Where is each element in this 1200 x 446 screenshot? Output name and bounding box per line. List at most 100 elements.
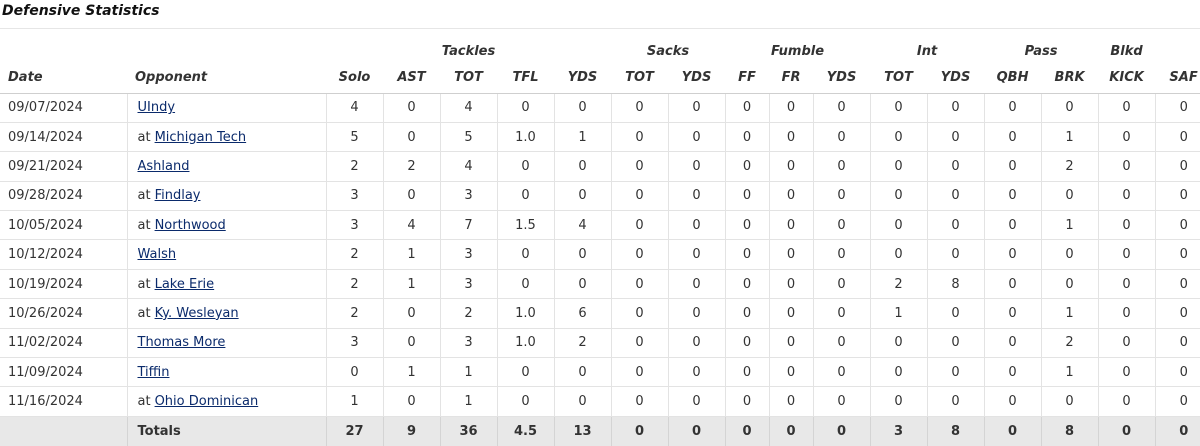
group-spacer-end: [1155, 29, 1200, 62]
total-int-yds: 8: [926, 416, 985, 446]
totals-row: Totals 27 9 36 4.5 13 0 0 0 0 0 3 8 0 8 0 0: [0, 416, 1200, 446]
opponent-link[interactable]: Michigan Tech: [154, 129, 247, 145]
cell-int-yds: 8: [926, 269, 985, 300]
cell-ast: 1: [382, 239, 440, 270]
header-tackles-yds[interactable]: YDS: [554, 62, 612, 94]
cell-fumble-yds: 0: [812, 328, 871, 359]
cell-tackles-yds: 1: [553, 122, 612, 153]
cell-fr: 0: [768, 239, 814, 270]
away-prefix: at: [137, 394, 151, 410]
cell-fr: 0: [768, 181, 814, 212]
opponent-link[interactable]: UIndy: [137, 100, 176, 116]
cell-ff: 0: [724, 151, 770, 182]
cell-fr: 0: [768, 357, 814, 388]
totals-spacer: [0, 416, 127, 446]
cell-int-tot: 0: [869, 151, 928, 182]
cell-date: 11/09/2024: [0, 357, 127, 388]
cell-solo: 3: [325, 210, 383, 241]
cell-tackles-yds: 0: [553, 93, 612, 123]
cell-tfl: 0: [496, 151, 554, 182]
opponent-link[interactable]: Northwood: [154, 217, 226, 233]
cell-ff: 0: [724, 357, 770, 388]
opponent-link[interactable]: Tiffin: [137, 364, 170, 380]
cell-int-tot: 0: [869, 181, 928, 212]
cell-ast: 0: [382, 386, 440, 417]
cell-brk: 2: [1040, 328, 1099, 359]
table-row: 11/09/2024 Tiffin 0 1 1 0 0 0 0 0 0 0 0 0 0 1 0 0: [0, 357, 1200, 388]
cell-tackles-yds: 6: [553, 298, 612, 329]
cell-saf: 0: [1154, 386, 1200, 417]
cell-tackles-yds: 0: [553, 151, 612, 182]
cell-tackles-tot: 5: [439, 122, 497, 153]
header-kick[interactable]: KICK: [1098, 62, 1156, 94]
cell-ff: 0: [724, 181, 770, 212]
header-int-yds[interactable]: YDS: [927, 62, 985, 94]
header-tackles-tot[interactable]: TOT: [440, 62, 497, 94]
header-tfl[interactable]: TFL: [497, 62, 554, 94]
cell-opponent: at Northwood: [126, 210, 326, 241]
cell-int-yds: 0: [926, 151, 985, 182]
cell-ast: 0: [382, 181, 440, 212]
header-ff[interactable]: FF: [725, 62, 770, 94]
cell-solo: 2: [325, 269, 383, 300]
opponent-link[interactable]: Ohio Dominican: [154, 394, 259, 410]
table-row: 11/02/2024 Thomas More 3 0 3 1.0 2 0 0 0 0 0 0 0 0 2 0 0: [0, 328, 1200, 359]
away-prefix: at: [137, 188, 151, 204]
cell-fr: 0: [768, 93, 814, 123]
cell-tfl: 0: [496, 181, 554, 212]
opponent-link[interactable]: Findlay: [154, 188, 201, 204]
group-header-row: Tackles Sacks Fumble Int Pass Blkd: [0, 29, 1200, 62]
cell-tackles-tot: 4: [439, 151, 497, 182]
cell-ast: 0: [382, 122, 440, 153]
cell-saf: 0: [1154, 210, 1200, 241]
cell-date: 09/07/2024: [0, 93, 127, 123]
table-row: 09/28/2024 at Findlay 3 0 3 0 0 0 0 0 0 0 0 0 0 0 0 0: [0, 181, 1200, 212]
cell-tackles-tot: 2: [439, 298, 497, 329]
header-brk[interactable]: BRK: [1041, 62, 1099, 94]
opponent-link[interactable]: Lake Erie: [154, 276, 215, 292]
cell-int-tot: 0: [869, 386, 928, 417]
cell-tackles-yds: 0: [553, 181, 612, 212]
header-opponent[interactable]: Opponent: [127, 62, 326, 94]
cell-date: 11/16/2024: [0, 386, 127, 417]
opponent-link[interactable]: Thomas More: [137, 335, 226, 351]
header-ast[interactable]: AST: [383, 62, 440, 94]
cell-fr: 0: [768, 298, 814, 329]
opponent-link[interactable]: Ashland: [137, 158, 190, 174]
cell-fumble-yds: 0: [812, 357, 871, 388]
cell-int-tot: 2: [869, 269, 928, 300]
header-sacks-tot[interactable]: TOT: [611, 62, 669, 94]
cell-qbh: 0: [983, 181, 1042, 212]
header-int-tot[interactable]: TOT: [870, 62, 928, 94]
cell-sacks-yds: 0: [667, 328, 726, 359]
cell-date: 10/26/2024: [0, 298, 127, 329]
header-fr[interactable]: FR: [769, 62, 814, 94]
cell-sacks-tot: 0: [610, 93, 669, 123]
header-solo[interactable]: Solo: [326, 62, 383, 94]
cell-fr: 0: [768, 386, 814, 417]
cell-tackles-tot: 4: [439, 93, 497, 123]
total-ff: 0: [724, 416, 770, 446]
opponent-link[interactable]: Ky. Wesleyan: [154, 305, 239, 321]
cell-ff: 0: [724, 239, 770, 270]
cell-kick: 0: [1097, 181, 1156, 212]
header-saf[interactable]: SAF: [1155, 62, 1200, 94]
cell-ff: 0: [724, 298, 770, 329]
cell-qbh: 0: [983, 151, 1042, 182]
away-prefix: at: [137, 276, 151, 292]
header-sacks-yds[interactable]: YDS: [668, 62, 726, 94]
opponent-link[interactable]: Walsh: [137, 247, 177, 263]
cell-qbh: 0: [983, 122, 1042, 153]
cell-kick: 0: [1097, 328, 1156, 359]
cell-fumble-yds: 0: [812, 93, 871, 123]
total-int-tot: 3: [869, 416, 928, 446]
cell-opponent: Thomas More: [126, 328, 326, 359]
cell-brk: 1: [1040, 298, 1099, 329]
cell-sacks-yds: 0: [667, 93, 726, 123]
cell-brk: 2: [1040, 151, 1099, 182]
cell-tackles-tot: 1: [439, 386, 497, 417]
header-fumble-yds[interactable]: YDS: [813, 62, 871, 94]
header-qbh[interactable]: QBH: [984, 62, 1042, 94]
cell-ast: 0: [382, 298, 440, 329]
header-date[interactable]: Date: [0, 62, 127, 94]
